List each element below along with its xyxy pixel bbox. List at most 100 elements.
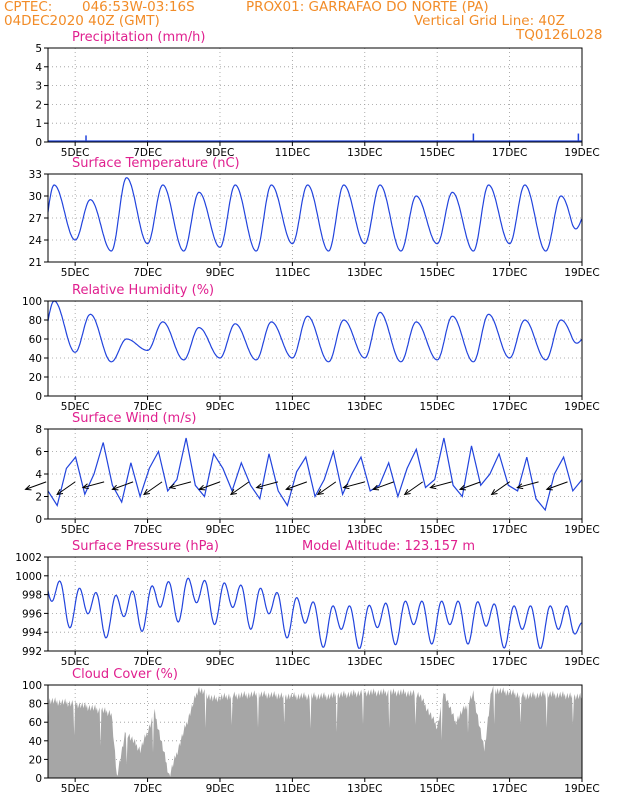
y-tick-label: 0	[35, 391, 42, 403]
x-tick-label: 5DEC	[61, 656, 90, 668]
x-tick-label: 5DEC	[61, 147, 90, 159]
x-tick-label: 19DEC	[564, 783, 599, 795]
panel-frame	[47, 428, 583, 520]
wind-arrow-head	[24, 484, 32, 491]
wind-speed-line	[47, 437, 583, 512]
panel-title: Cloud Cover (%)	[72, 667, 178, 682]
x-tick-label: 11DEC	[275, 656, 310, 668]
x-tick-label: 17DEC	[492, 656, 527, 668]
wind-arrow-head	[458, 484, 466, 491]
y-tick-label: 33	[29, 169, 42, 181]
wind-arrow	[491, 481, 510, 495]
x-tick-label: 17DEC	[492, 267, 527, 279]
wind-arrow	[546, 481, 568, 490]
y-tick-label: 1	[35, 118, 42, 130]
x-tick-label: 7DEC	[133, 783, 162, 795]
wind-arrow-head	[198, 484, 206, 491]
y-tick-label: 8	[35, 424, 42, 436]
y-tick-label: 24	[29, 235, 43, 247]
panel-frame	[47, 684, 583, 779]
wind-arrow-head	[403, 489, 411, 496]
y-tick-label: 80	[29, 699, 42, 711]
panel-title: Precipitation (mm/h)	[72, 30, 205, 45]
wind-arrow	[112, 481, 134, 490]
wind-arrow-head	[490, 489, 498, 496]
wind-arrow	[256, 481, 279, 489]
header-site: PROX01: GARRAFAO DO NORTE (PA)	[246, 0, 489, 15]
x-tick-label: 19DEC	[564, 656, 599, 668]
x-tick-label: 19DEC	[564, 147, 599, 159]
wind-arrow-head	[255, 483, 263, 490]
wind-arrow	[169, 481, 192, 489]
wind-arrow	[517, 481, 539, 489]
y-tick-label: 1002	[15, 552, 42, 564]
header-coordinates: 046:53W-03:16S	[82, 0, 195, 15]
wind-arrow-head	[285, 484, 293, 491]
y-tick-label: 21	[29, 257, 42, 269]
y-tick-label: 994	[22, 627, 42, 639]
panel-frame	[47, 173, 583, 263]
y-tick-label: 20	[29, 754, 42, 766]
wind-arrow	[82, 481, 105, 489]
y-tick-label: 100	[22, 680, 42, 692]
humidity-line	[47, 300, 583, 363]
x-tick-label: 13DEC	[347, 401, 382, 413]
wind-arrow-head	[81, 483, 89, 490]
x-tick-label: 13DEC	[347, 524, 382, 536]
y-tick-label: 2	[35, 492, 42, 504]
panel-frame	[47, 300, 583, 397]
y-tick-label: 5	[35, 43, 42, 55]
x-tick-label: 11DEC	[275, 267, 310, 279]
x-tick-label: 7DEC	[133, 524, 162, 536]
wind-arrow-head	[316, 489, 324, 496]
x-tick-label: 9DEC	[206, 656, 235, 668]
wind-arrow-head	[229, 489, 237, 496]
x-tick-label: 9DEC	[206, 147, 235, 159]
panel-title: Surface Temperature (nC)	[72, 156, 240, 171]
pressure-line	[47, 577, 582, 649]
x-tick-label: 11DEC	[275, 147, 310, 159]
cloud-cover-area	[48, 685, 582, 778]
header-left-label: CPTEC:	[4, 0, 53, 15]
y-tick-label: 0	[35, 514, 42, 526]
wind-arrow	[286, 481, 308, 490]
wind-arrow	[343, 481, 365, 489]
x-tick-label: 13DEC	[347, 783, 382, 795]
y-tick-label: 992	[22, 646, 42, 658]
x-tick-label: 19DEC	[564, 524, 599, 536]
panel-title: Surface Wind (m/s)	[72, 411, 196, 426]
x-tick-label: 7DEC	[133, 401, 162, 413]
x-tick-label: 17DEC	[492, 524, 527, 536]
x-tick-label: 15DEC	[419, 147, 454, 159]
wind-arrow-head	[545, 484, 553, 491]
y-tick-label: 0	[35, 773, 42, 785]
x-tick-label: 5DEC	[61, 783, 90, 795]
x-tick-label: 7DEC	[133, 147, 162, 159]
y-tick-label: 4	[35, 62, 42, 74]
wind-arrow	[317, 481, 337, 495]
x-tick-label: 15DEC	[419, 656, 454, 668]
y-tick-label: 2	[35, 99, 42, 111]
x-tick-label: 19DEC	[564, 401, 599, 413]
panel-frame	[47, 556, 583, 652]
wind-arrow	[56, 481, 76, 495]
x-tick-label: 7DEC	[133, 656, 162, 668]
x-tick-label: 13DEC	[347, 147, 382, 159]
x-tick-label: 7DEC	[133, 267, 162, 279]
wind-arrow	[25, 481, 47, 490]
y-tick-label: 6	[35, 447, 42, 459]
x-tick-label: 11DEC	[275, 524, 310, 536]
x-tick-label: 15DEC	[419, 524, 454, 536]
wind-arrow	[230, 481, 250, 495]
x-tick-label: 9DEC	[206, 783, 235, 795]
wind-arrow-head	[371, 484, 380, 491]
x-tick-label: 11DEC	[275, 783, 310, 795]
x-tick-label: 9DEC	[206, 524, 235, 536]
x-tick-label: 13DEC	[347, 267, 382, 279]
wind-arrow	[372, 481, 394, 490]
wind-arrow-head	[429, 483, 437, 490]
panel-title: Surface Pressure (hPa)	[72, 539, 219, 554]
x-tick-label: 5DEC	[61, 267, 90, 279]
x-tick-label: 5DEC	[61, 524, 90, 536]
wind-arrow	[430, 481, 452, 489]
